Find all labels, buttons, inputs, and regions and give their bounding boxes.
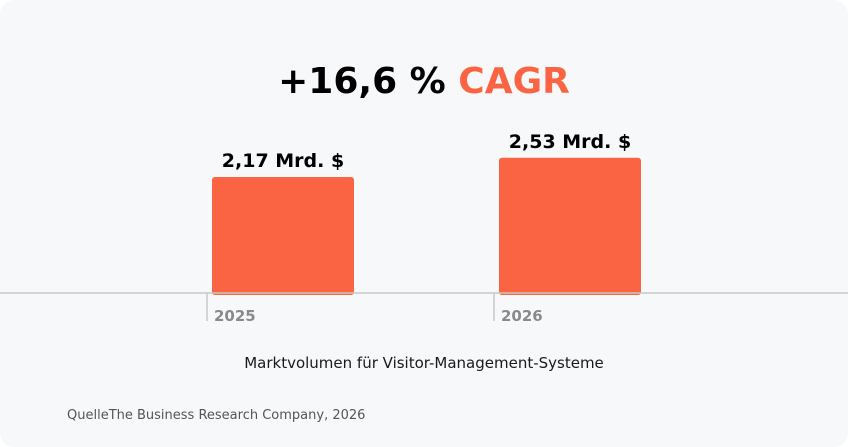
value-label-2025: 2,17 Mrd. $: [222, 150, 344, 172]
bar-chart: 2,17 Mrd. $ 2025 2,53 Mrd. $ 2026: [0, 131, 848, 325]
bar-2025: [212, 177, 354, 295]
cagr-label: CAGR: [458, 61, 570, 102]
cagr-headline: +16,6 % CAGR: [0, 60, 848, 104]
chart-caption: Marktvolumen für Visitor-Management-Syst…: [244, 354, 604, 372]
source-note: QuelleThe Business Research Company, 202…: [67, 408, 366, 423]
value-label-2026: 2,53 Mrd. $: [509, 131, 631, 153]
tick-label-2025: 2025: [214, 307, 256, 325]
cagr-value: +16,6 %: [278, 61, 446, 102]
bar-2026: [499, 157, 641, 295]
tick-label-2026: 2026: [501, 307, 543, 325]
